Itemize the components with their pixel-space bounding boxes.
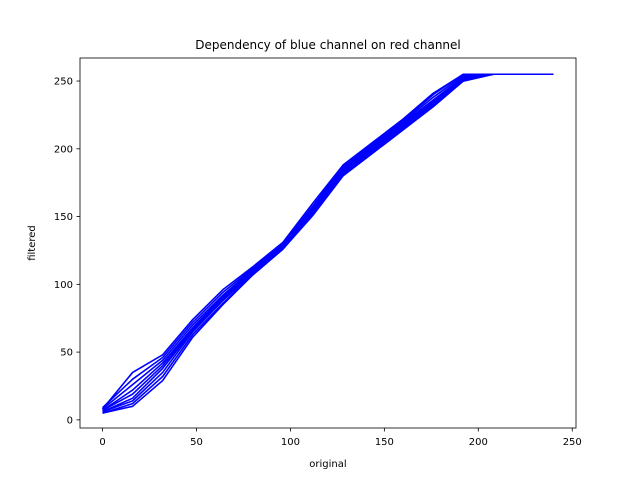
series-line-9: [102, 73, 554, 414]
axes-layer: 0 50 100 150 200 250 0 50 100 150 200 250: [54, 57, 582, 448]
x-tick-label: 200: [469, 437, 488, 448]
y-tick-label: 50: [60, 348, 73, 359]
y-tick-label: 250: [54, 77, 73, 88]
series-layer: [101, 73, 554, 414]
x-axis-label: original: [309, 459, 346, 470]
y-tick-label: 150: [54, 212, 73, 223]
y-tick-label: 100: [54, 280, 73, 291]
y-tick-label: 200: [54, 144, 73, 155]
x-tick-label: 150: [375, 437, 394, 448]
chart-title: Dependency of blue channel on red channe…: [195, 38, 461, 52]
plot-frame: [79, 57, 577, 429]
x-tick-label: 250: [563, 437, 582, 448]
y-tick-label: 0: [67, 415, 73, 426]
y-axis-label: filtered: [27, 225, 38, 261]
x-tick-label: 50: [190, 437, 203, 448]
x-tick-label: 0: [99, 437, 105, 448]
x-tick-label: 100: [281, 437, 300, 448]
